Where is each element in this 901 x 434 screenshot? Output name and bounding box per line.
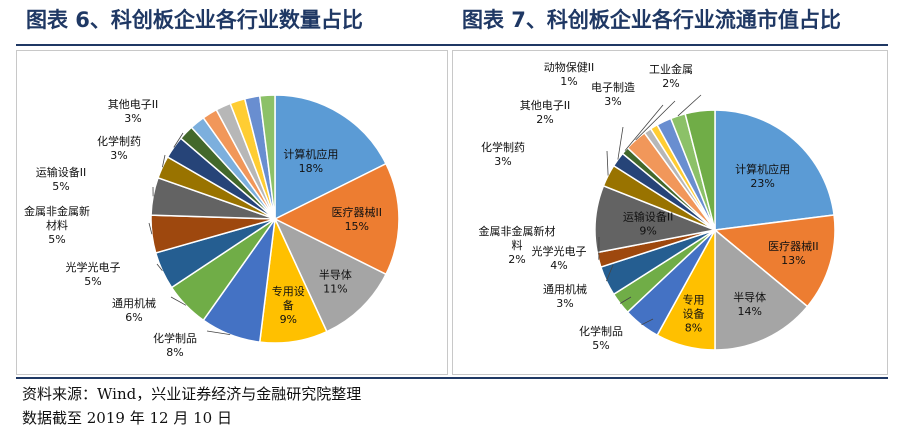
bottom-divider (16, 377, 888, 379)
left-pie-label-1: 医疗器械II 15% (332, 205, 383, 233)
left-pie-label-7: 金属非金属新材料 5% (24, 204, 90, 246)
right-pie-leader-9 (606, 150, 609, 176)
left-pie-label-5: 通用机械 6% (112, 296, 156, 324)
right-pie-leader-10 (617, 126, 624, 160)
right-pie-label-0: 计算机应用 23% (735, 162, 790, 190)
date-note: 数据截至 2019 年 12 月 10 日 (22, 409, 232, 427)
right-pie-leader-4 (641, 318, 654, 326)
right-pie-slice-17 (684, 109, 716, 231)
left-pie-label-2: 半导体 11% (319, 267, 352, 295)
pie-chart-market-value: 计算机应用 23% 医疗器械II 13% 半导体 14% 专用设备 8% 化学制品 5% 通用机械 3… (452, 50, 888, 375)
left-pie-leader-6 (156, 263, 163, 272)
right-pie-leader-5 (619, 296, 632, 304)
right-pie-slice-1 (713, 214, 836, 308)
pie-chart-industry-count: 计算机应用 18% 医疗器械II 15% 半导体 11% 专用设备 9% 化学制品 8% 通用机械 6… (16, 50, 448, 375)
chart-title-right: 图表 7、科创板企业各行业流通市值占比 (462, 8, 841, 32)
right-pie-label-1: 医疗器械II 13% (768, 239, 819, 267)
left-pie-label-4: 化学制品 8% (153, 331, 197, 359)
right-pie-leader-12 (635, 100, 676, 141)
right-pie-slice-2 (714, 228, 809, 351)
right-pie-slice-0 (714, 109, 835, 231)
right-pie-label-11: 动物保健II 1% (544, 60, 595, 88)
left-pie-label-9: 化学制药 3% (97, 134, 141, 162)
left-pie-leader-5 (170, 296, 187, 306)
chart-title-left: 图表 6、科创板企业各行业数量占比 (26, 8, 363, 32)
right-pie-label-5: 通用机械 3% (543, 282, 587, 310)
right-pie-label-16: 工业金属 2% (649, 62, 693, 90)
left-pie-leader-7 (148, 222, 153, 235)
left-pie-leader-4 (206, 330, 231, 335)
right-pie-leader-11 (624, 104, 664, 151)
top-divider (16, 44, 888, 46)
left-pie-leader-9 (162, 154, 166, 168)
left-pie-label-0: 计算机应用 18% (283, 147, 338, 175)
left-pie-label-3: 专用设备 9% (272, 284, 305, 326)
right-pie-label-2: 半导体 14% (733, 290, 766, 318)
right-pie-leader-16 (677, 94, 702, 117)
pie-chart-left-svg: 计算机应用 18% 医疗器械II 15% 半导体 11% 专用设备 9% 化学制品 8% 通用机械 6… (24, 94, 400, 359)
right-pie-label-3: 专用设备 8% (683, 293, 705, 335)
right-pie-label-10: 其他电子II 2% (520, 99, 571, 126)
left-pie-label-6: 光学光电子 5% (66, 260, 121, 288)
left-pie-label-8: 运输设备II 5% (36, 165, 87, 193)
right-pie-leader-6 (606, 264, 614, 282)
left-pie-slice-2 (273, 217, 388, 333)
left-pie-slice-1 (273, 162, 400, 276)
pie-chart-right-svg: 计算机应用 23% 医疗器械II 13%半导体 14% 专用设备 8% 化学制品 5% 通用机械 3… (479, 60, 836, 352)
right-pie-label-6: 光学光电子 4% (532, 244, 587, 272)
right-pie-label-7: 金属非金属新材料 2% (479, 224, 556, 266)
left-pie-slice-17 (258, 94, 276, 220)
left-pie-leader-10 (173, 132, 184, 148)
source-note: 资料来源：Wind，兴业证券经济与金融研究院整理 (22, 385, 362, 403)
right-pie-label-8: 运输设备II 9% (623, 210, 674, 238)
right-pie-label-12: 电子制造 3% (591, 80, 635, 108)
left-pie-label-10: 其他电子II 3% (108, 98, 159, 125)
right-pie-label-4: 化学制品 5% (579, 324, 623, 352)
right-pie-label-9: 化学制药 3% (481, 140, 525, 168)
left-pie-slice-0 (274, 94, 388, 221)
